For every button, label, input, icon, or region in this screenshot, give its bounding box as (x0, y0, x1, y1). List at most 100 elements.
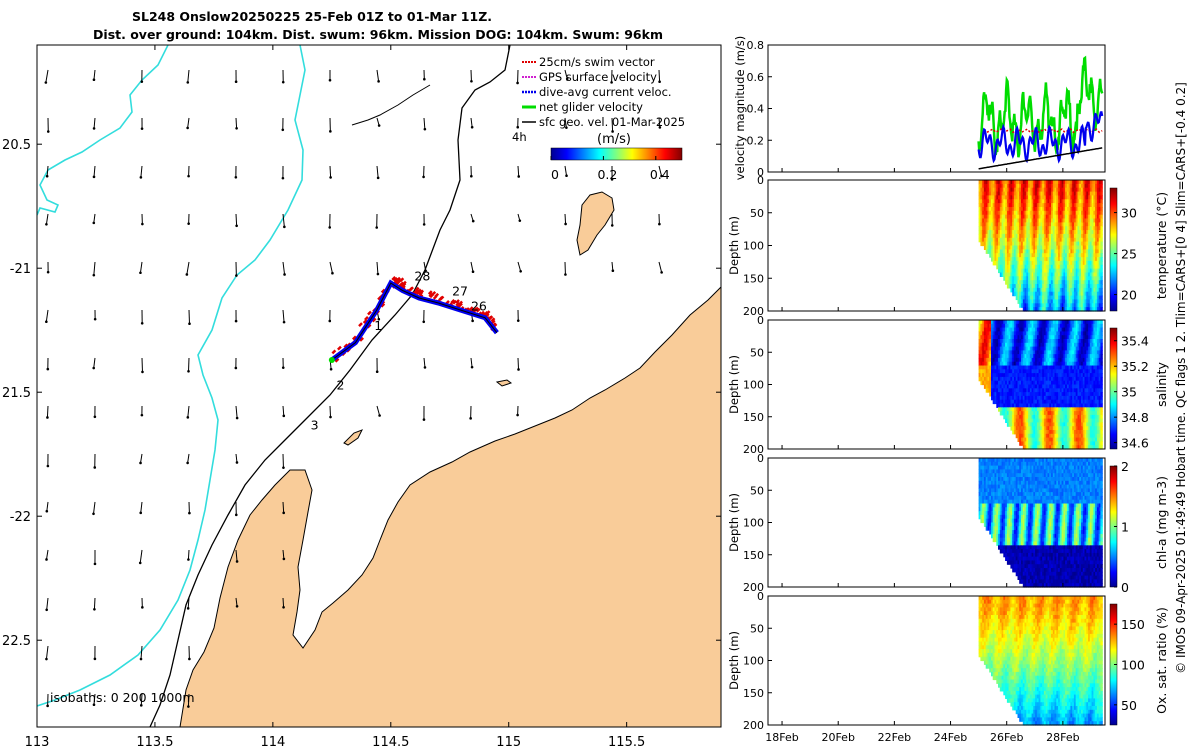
salinity-cell (1086, 365, 1089, 370)
current-arrowhead (470, 125, 474, 129)
temperature-cell (1079, 195, 1082, 200)
temperature-cell (1017, 191, 1020, 197)
salinity-cell (1081, 433, 1084, 439)
chl-a-cell (987, 480, 990, 486)
temperature-cell (1026, 260, 1029, 266)
temperature-cell (1005, 199, 1008, 204)
chl-a-cell (987, 465, 990, 470)
salinity-cell (1091, 365, 1094, 370)
temperature-cell (996, 260, 999, 266)
temperature-cell (1100, 226, 1103, 231)
salinity-cell (1017, 426, 1020, 431)
salinity-cell (980, 361, 983, 367)
temperature-cell (1013, 264, 1017, 270)
temperature-cell (1075, 233, 1079, 239)
salinity-cell (1065, 361, 1068, 367)
salinity-cell (1093, 418, 1096, 423)
temperature-cell (1021, 276, 1024, 281)
temperature-cell (1051, 237, 1054, 243)
salinity-cell (1075, 361, 1079, 367)
salinity-cell (1013, 357, 1017, 363)
temperature-cell (1066, 287, 1070, 293)
temperature-cell (1059, 253, 1063, 258)
salinity-cell (1077, 331, 1080, 336)
salinity-cell (1045, 346, 1049, 351)
temperature-cell (1008, 237, 1011, 243)
salinity-cell (1005, 376, 1008, 382)
chl-a-cell (983, 461, 987, 467)
salinity-cell (1063, 441, 1066, 446)
temperature-cell (1042, 272, 1045, 277)
temperature-cell (1070, 260, 1073, 266)
temperature-cell (1029, 233, 1033, 239)
temperature-cell (1029, 284, 1033, 289)
salinity-cell (1054, 327, 1057, 332)
salinity-cell (1028, 342, 1031, 348)
salinity-cell (1028, 320, 1031, 325)
salinity-cell (987, 320, 990, 325)
temperature-cell (1096, 210, 1100, 216)
salinity-cell (994, 327, 997, 332)
temperature-cell (1022, 299, 1026, 304)
salinity-cell (1088, 441, 1091, 446)
salinity-cell (1100, 445, 1103, 450)
salinity-cell (1019, 437, 1022, 442)
salinity-cell (1049, 414, 1052, 420)
temperature-cell (1043, 191, 1047, 197)
temperature-cell (1019, 295, 1022, 301)
salinity-cell (1043, 422, 1047, 427)
salinity-cell (1019, 403, 1022, 408)
temperature-cell (989, 230, 992, 235)
temperature-cell (1077, 207, 1080, 212)
salinity-cell (1022, 445, 1026, 450)
salinity-cell (1038, 380, 1041, 386)
temperature-cell (1006, 222, 1010, 227)
current-arrow (611, 117, 614, 132)
salinity-cell (1012, 411, 1015, 416)
temperature-cell (1051, 241, 1054, 247)
salinity-cell (996, 320, 999, 325)
temperature-cell (1081, 245, 1084, 250)
temperature-cell (1003, 203, 1006, 208)
salinity-cell (1089, 418, 1093, 423)
salinity-cell (1051, 392, 1054, 397)
temperature-cell (1026, 233, 1029, 239)
current-arrowhead (139, 176, 143, 179)
salinity-cell (1059, 407, 1063, 412)
salinity-cell (1028, 422, 1031, 427)
salinity-cell (1063, 346, 1066, 351)
temperature-cell (1036, 230, 1040, 235)
temperature-cell (1063, 260, 1066, 266)
temperature-cell (1035, 303, 1038, 308)
temperature-cell (991, 199, 994, 204)
temperature-cell (1038, 233, 1041, 239)
salinity-cell (1047, 369, 1050, 374)
temperature-cell (1042, 214, 1045, 220)
temperature-cell (1031, 291, 1034, 297)
salinity-cell (1040, 350, 1043, 355)
salinity-cell (1054, 361, 1057, 367)
temperature-cell (1066, 264, 1070, 270)
salinity-cell (1059, 441, 1063, 446)
salinity-cell (992, 327, 996, 332)
temperature-cell (1038, 230, 1041, 235)
salinity-cell (1065, 403, 1068, 408)
chl-a-cell (989, 495, 992, 501)
salinity-cell (1043, 354, 1047, 359)
salinity-cell (1019, 346, 1022, 351)
salinity-cell (1043, 388, 1047, 393)
temperature-cell (1088, 284, 1091, 289)
temperature-cell (1013, 233, 1017, 239)
current-arrow (187, 405, 190, 418)
temperature-cell (1079, 260, 1082, 266)
temperature-cell (1052, 195, 1056, 200)
current-arrow (658, 165, 663, 177)
temperature-cell (1098, 218, 1102, 223)
temperature-cell (1038, 303, 1041, 308)
salinity-cell (1035, 365, 1038, 370)
salinity-cell (1042, 350, 1045, 355)
temperature-cell (978, 226, 981, 231)
salinity-cell (999, 323, 1003, 329)
current-arrowhead (610, 178, 614, 181)
salinity-cell (1089, 430, 1093, 435)
